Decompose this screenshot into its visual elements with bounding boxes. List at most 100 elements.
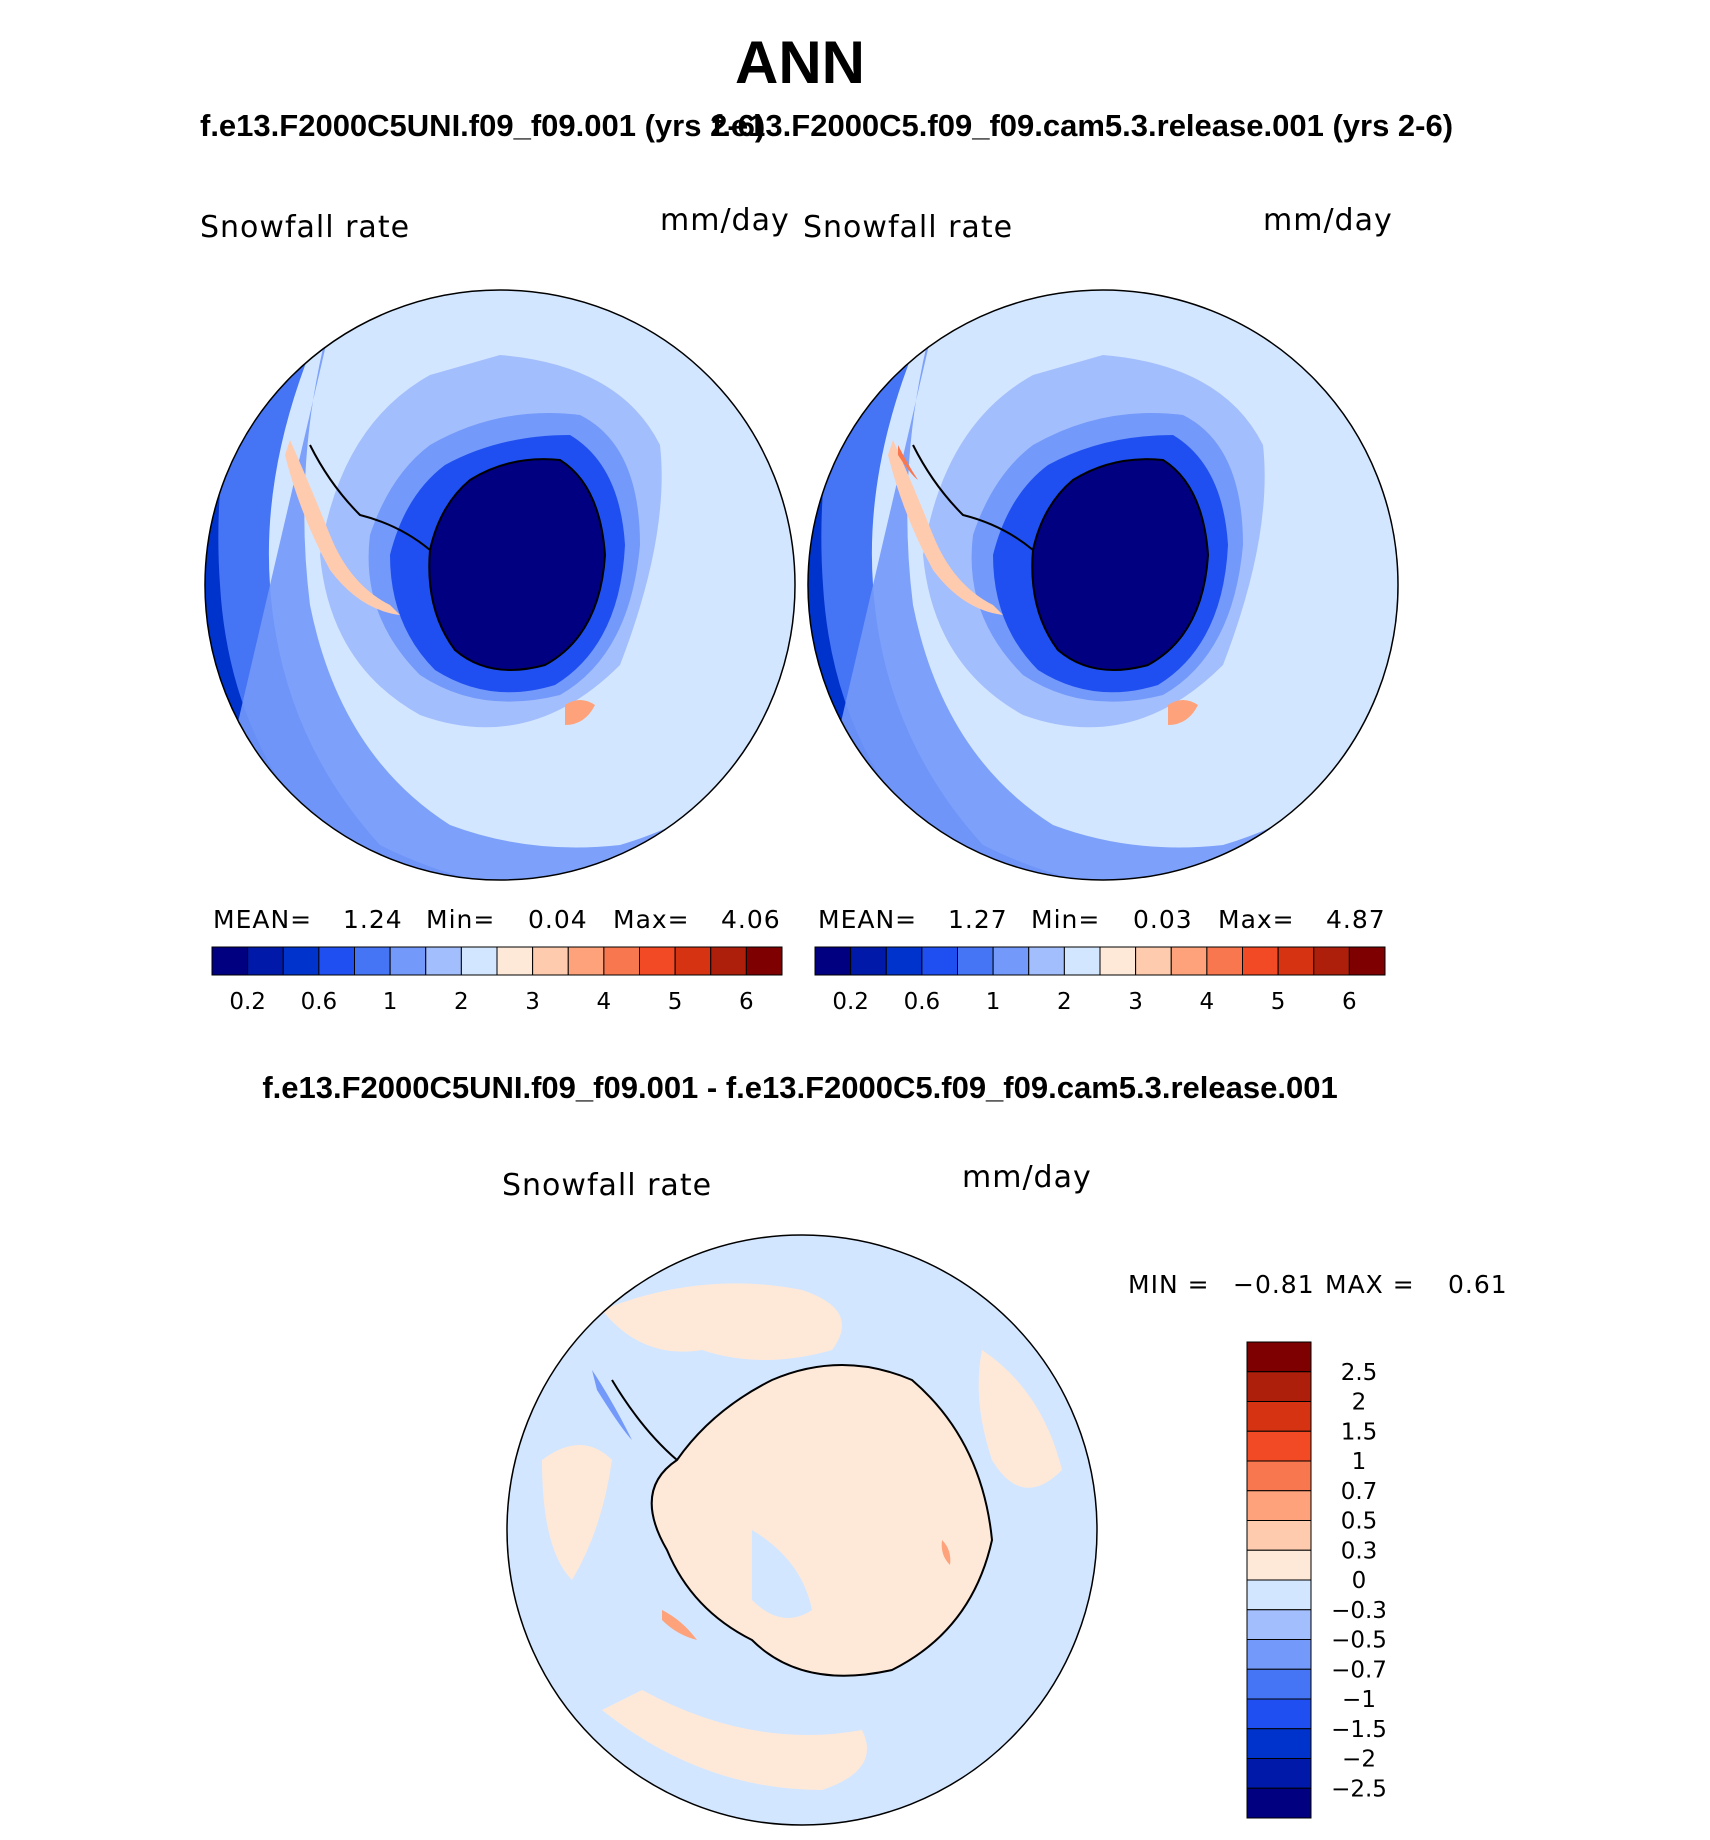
colorbar-box [1246,1668,1312,1700]
diff-map-positive-north [602,1283,842,1360]
difference-colorbar: 2.5 2 1.5 1 0.7 0.5 0.3 0 −0.3 −0.5 −0.7 −1 −1.5 −2 −2… [1246,1341,1387,1819]
map-2-antarctic-plateau [1032,459,1208,670]
diff-map-coastline [611,1364,994,1677]
colorbar-tick-label: 4 [1200,989,1215,1015]
colorbar-tick-label: −2.5 [1331,1776,1387,1802]
colorbar-2-boxes [814,946,1386,976]
colorbar-tick-label: 0.2 [229,989,266,1015]
colorbar-box [1246,1579,1312,1611]
colorbar-tick-label: 0 [1352,1568,1367,1594]
colorbar-tick-label: 2 [454,989,469,1015]
colorbar-box [1246,1520,1312,1551]
colorbar-box [247,946,284,976]
panel-1-max-label: Max= [613,905,690,934]
panel-2-case-title: f.e13.F2000C5.f09_f09.cam5.3.release.001… [712,108,1454,143]
colorbar-tick-label: 3 [525,989,540,1015]
difference-variable-label: Snowfall rate [502,1168,713,1203]
panel-1-min-label: Min= [426,905,496,934]
panel-2-min-label: Min= [1031,905,1101,934]
panel-2-mean-value: 1.27 [948,905,1008,934]
colorbar-tick-label: 0.2 [832,989,869,1015]
colorbar-tick-label: 0.6 [904,989,941,1015]
colorbar-tick-label: 0.6 [301,989,338,1015]
colorbar-box [957,946,994,976]
map-1-warm-spot [565,700,595,725]
colorbar-box [745,946,783,976]
difference-title: f.e13.F2000C5UNI.f09_f09.001 - f.e13.F20… [262,1070,1338,1105]
map-1-peninsula-warm [285,440,400,615]
colorbar-box [1246,1490,1312,1521]
colorbar-3-boxes [1246,1341,1312,1819]
colorbar-box [1246,1639,1312,1670]
colorbar-tick-label: −2 [1342,1747,1376,1773]
colorbar-box [282,946,320,976]
diff-map-positive-west [542,1445,612,1580]
colorbar-box [567,946,605,976]
panel-1-case-title: f.e13.F2000C5UNI.f09_f09.001 (yrs 2-6) [200,108,766,143]
colorbar-box [921,946,958,976]
colorbar-box [1246,1430,1312,1462]
panel-2-variable-label: Snowfall rate [803,210,1014,245]
map-2-warm-spot [1168,700,1198,725]
colorbar-box [1246,1549,1312,1581]
colorbar-box [603,946,640,976]
colorbar-box [1099,946,1137,976]
colorbar-tick-label: 5 [668,989,683,1015]
panel-1-variable-label: Snowfall rate [200,210,411,245]
difference-map [506,1234,1098,1826]
colorbar-box [1246,1787,1312,1819]
colorbar-box [1028,946,1065,976]
colorbar-tick-label: 0.3 [1341,1538,1378,1564]
panel-1-map [204,289,796,881]
colorbar-1-boxes [211,946,783,976]
colorbar-box [850,946,887,976]
colorbar-box [1246,1401,1312,1432]
colorbar-tick-label: 6 [1342,989,1357,1015]
diff-map-negative-peninsula [592,1370,632,1440]
map-1-boundary [204,289,796,881]
colorbar-tick-label: 1.5 [1341,1419,1378,1445]
colorbar-box [1246,1758,1312,1789]
colorbar-box [211,946,249,976]
panel-2-max-value: 4.87 [1326,905,1386,934]
colorbar-box [674,946,712,976]
panel-2-mean-label: MEAN= [818,905,918,934]
colorbar-box [1246,1609,1312,1640]
map-1-coastline [309,444,607,671]
figure-title: ANN [735,29,865,96]
colorbar-3-tick-labels: 2.5 2 1.5 1 0.7 0.5 0.3 0 −0.3 −0.5 −0.7 −1 −1.5 −2 −2… [1331,1360,1387,1803]
colorbar-box [532,946,569,976]
panel-2-map [807,289,1399,881]
colorbar-box [1206,946,1243,976]
colorbar-box [710,946,747,976]
colorbar-box [885,946,923,976]
difference-max-label: MAX = [1325,1270,1415,1299]
panel-1-colorbar: 0.2 0.6 1 2 3 4 5 6 [211,946,783,1015]
colorbar-tick-label: 5 [1271,989,1286,1015]
colorbar-tick-label: 4 [597,989,612,1015]
colorbar-tick-label: −1 [1342,1687,1376,1713]
diff-map-boundary [506,1234,1098,1826]
colorbar-tick-label: 0.5 [1341,1509,1378,1535]
colorbar-box [318,946,355,976]
colorbar-tick-label: 1 [383,989,398,1015]
panel-1-mean-value: 1.24 [343,905,403,934]
colorbar-tick-label: −0.7 [1331,1657,1387,1683]
panel-1-mean-label: MEAN= [213,905,313,934]
map-2-peninsula-warm [888,440,1003,615]
colorbar-box [1242,946,1279,976]
panel-2-min-value: 0.03 [1133,905,1193,934]
diff-map-positive-spot-2 [941,1540,951,1565]
colorbar-box [1063,946,1101,976]
colorbar-1-tick-labels: 0.2 0.6 1 2 3 4 5 6 [229,989,753,1015]
colorbar-box [389,946,427,976]
colorbar-tick-label: −0.5 [1331,1628,1387,1654]
colorbar-box [354,946,391,976]
colorbar-tick-label: −0.3 [1331,1598,1387,1624]
diff-map-antarctica-positive [651,1365,992,1676]
difference-units-label: mm/day [962,1160,1092,1195]
diff-map-positive-south [602,1690,867,1790]
diff-map-positive-spot-1 [662,1610,697,1640]
panel-1-units-label: mm/day [660,203,790,238]
colorbar-box [639,946,676,976]
